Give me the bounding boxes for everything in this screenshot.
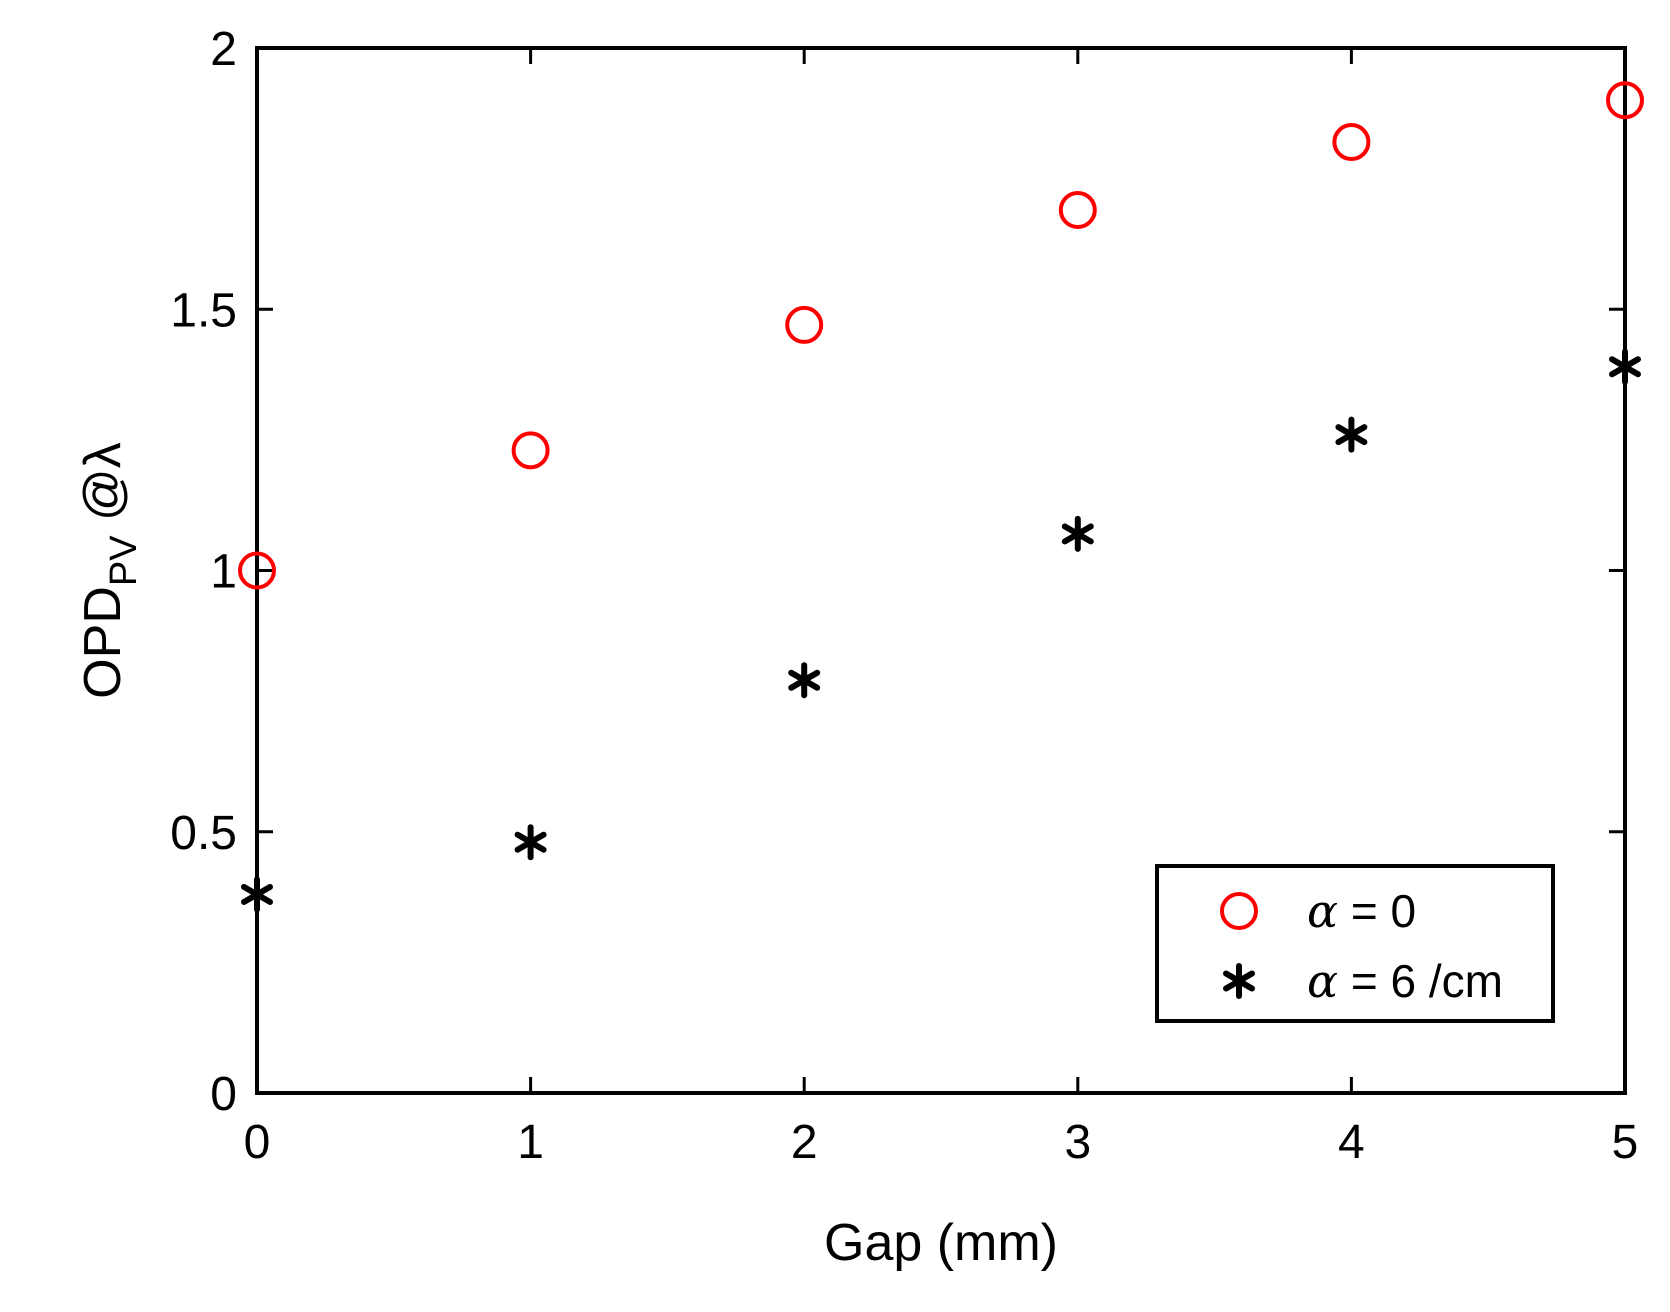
y-axis-title-subscript: PV [103, 535, 145, 586]
data-markers [238, 81, 1644, 913]
asterisk-marker [1609, 348, 1641, 385]
legend-label-symbol: α [1307, 954, 1338, 1008]
legend-label-symbol: α [1307, 884, 1338, 938]
x-tick-label: 4 [1338, 1116, 1365, 1169]
asterisk-marker [788, 662, 821, 699]
circle-marker [1332, 123, 1371, 162]
axis-ticks [255, 46, 1627, 1095]
y-axis-title: OPDPV @λ [74, 442, 145, 699]
asterisk-marker [514, 824, 547, 861]
y-tick-label: 1.5 [170, 284, 237, 337]
circle-marker [1058, 190, 1097, 229]
circle-marker [1606, 81, 1644, 120]
asterisk-marker [241, 876, 273, 913]
y-tick-labels: 0 0.5 1 1.5 2 [170, 23, 237, 1121]
legend-marker-circle [1220, 892, 1258, 930]
x-tick-label: 5 [1612, 1116, 1639, 1169]
x-tick-labels: 0 1 2 3 4 5 [244, 1116, 1639, 1169]
x-axis-title: Gap (mm) [824, 1214, 1058, 1272]
legend-box [1155, 864, 1555, 1023]
circle-marker [238, 551, 276, 590]
legend-marker-asterisk [1223, 963, 1255, 999]
y-axis-title-main: OPD [74, 586, 132, 699]
legend-label-text: = 6 /cm [1338, 955, 1503, 1007]
asterisk-marker [1061, 515, 1094, 552]
x-tick-label: 2 [791, 1116, 818, 1169]
y-tick-label: 0 [210, 1068, 237, 1121]
y-tick-label: 0.5 [170, 807, 237, 860]
legend-label-text: = 0 [1338, 885, 1416, 937]
legend-label: α = 6 /cm [1307, 954, 1503, 1008]
asterisk-marker [1335, 416, 1368, 453]
circle-marker [511, 431, 550, 470]
x-tick-label: 0 [244, 1116, 271, 1169]
y-axis-title-suffix: @λ [74, 442, 132, 535]
y-tick-label: 1 [210, 546, 237, 599]
circle-marker [785, 305, 824, 344]
x-tick-label: 1 [517, 1116, 544, 1169]
legend: α = 0α = 6 /cm [1155, 864, 1555, 1023]
x-tick-label: 3 [1064, 1116, 1091, 1169]
legend-label: α = 0 [1307, 884, 1416, 938]
y-tick-label: 2 [210, 23, 237, 76]
